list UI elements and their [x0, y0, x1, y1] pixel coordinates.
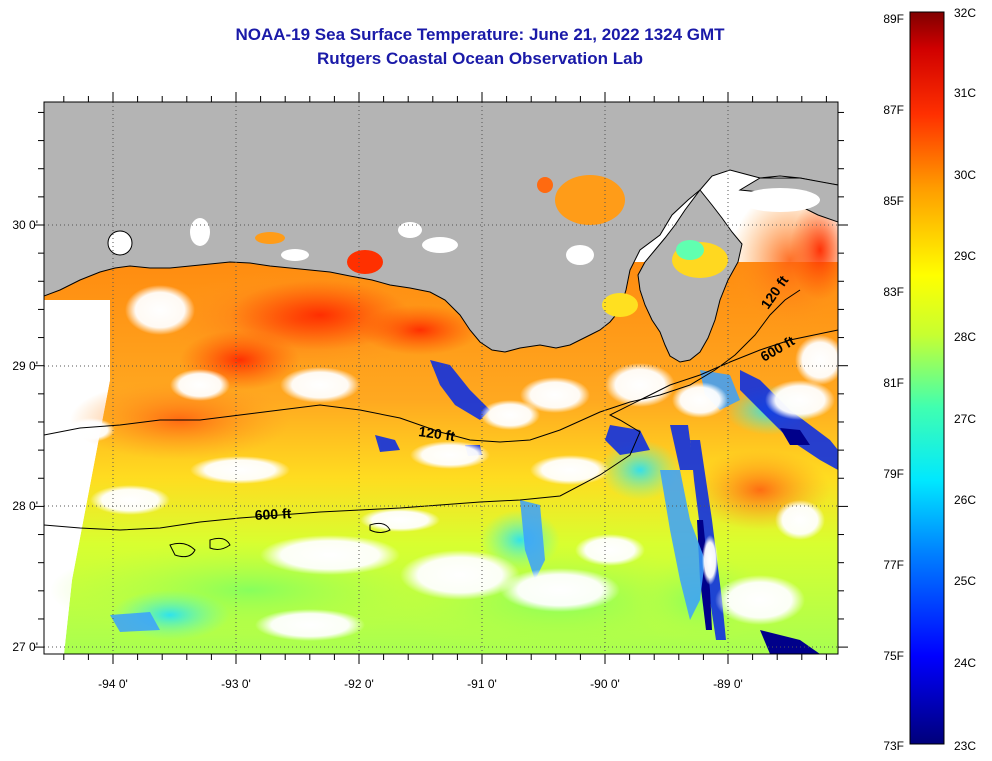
axis-ticks	[34, 92, 848, 664]
lon-label-91: -91 0'	[467, 677, 497, 691]
f-label: 87F	[883, 103, 904, 117]
cloud-mask	[65, 257, 838, 641]
sst-field	[44, 102, 838, 654]
land-mass	[44, 102, 838, 353]
c-label: 24C	[954, 656, 976, 670]
lon-label-89: -89 0'	[713, 677, 743, 691]
lake-patch	[398, 222, 422, 238]
lake-patch	[255, 232, 285, 244]
f-label: 73F	[883, 739, 904, 753]
lake-patch	[676, 240, 704, 260]
c-label: 23C	[954, 739, 976, 753]
lake-patch	[281, 249, 309, 261]
no-data-swath-edge	[44, 300, 110, 654]
lake-patch	[740, 188, 820, 212]
lat-label-29: 29 0'	[12, 359, 38, 373]
f-label: 85F	[883, 194, 904, 208]
lake-patch	[537, 177, 553, 193]
hot-patch	[790, 200, 838, 300]
c-label: 31C	[954, 86, 976, 100]
map-title: NOAA-19 Sea Surface Temperature: June 21…	[235, 25, 725, 44]
lake-patch	[566, 245, 594, 265]
lon-label-92: -92 0'	[344, 677, 374, 691]
contour-small	[169, 522, 391, 558]
lon-label-93: -93 0'	[221, 677, 251, 691]
c-label: 26C	[954, 493, 976, 507]
lon-label-94: -94 0'	[98, 677, 128, 691]
contour-label-600ft: 600 ft	[254, 505, 292, 523]
hot-patch	[360, 305, 480, 355]
lake-patch	[190, 218, 210, 246]
lon-label-90: -90 0'	[590, 677, 620, 691]
lake-patch	[422, 237, 458, 253]
colorbar-fahrenheit: 89F 87F 85F 83F 81F 79F 77F 75F 73F	[883, 12, 904, 753]
map-subtitle: Rutgers Coastal Ocean Observation Lab	[317, 49, 643, 68]
map-border	[43, 101, 839, 655]
lake-patch	[602, 293, 638, 317]
c-label: 29C	[954, 249, 976, 263]
lake-patch	[555, 175, 625, 225]
contour-120ft-west	[44, 289, 801, 443]
colorbar-celsius: 32C 31C 30C 29C 28C 27C 26C 25C 24C 23C	[954, 6, 976, 753]
c-label: 30C	[954, 168, 976, 182]
lat-label-28: 28 0'	[12, 499, 38, 513]
contour-label-120ft: 120 ft	[418, 423, 457, 444]
lake-patch	[107, 230, 133, 256]
f-label: 75F	[883, 649, 904, 663]
graticule	[44, 102, 838, 654]
c-label: 32C	[954, 6, 976, 20]
f-label: 81F	[883, 376, 904, 390]
f-label: 83F	[883, 285, 904, 299]
f-label: 79F	[883, 467, 904, 481]
lat-label-27: 27 0'	[12, 640, 38, 654]
c-label: 25C	[954, 574, 976, 588]
c-label: 27C	[954, 412, 976, 426]
colorbar	[909, 11, 945, 745]
f-label: 77F	[883, 558, 904, 572]
f-label: 89F	[883, 12, 904, 26]
c-label: 28C	[954, 330, 976, 344]
lat-label-30: 30 0'	[12, 218, 38, 232]
lake-patch	[347, 250, 383, 274]
contour-600ft	[44, 329, 838, 531]
